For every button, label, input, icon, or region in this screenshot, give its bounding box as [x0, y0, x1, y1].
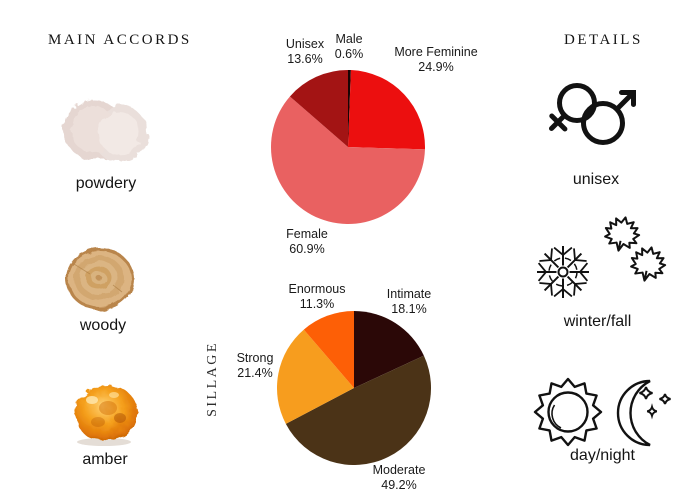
main-accords-heading: MAIN ACCORDS [48, 32, 192, 48]
pie-label-intimate: Intimate 18.1% [376, 287, 442, 317]
pie-label-enormous-name: Enormous [288, 282, 346, 296]
pie-label-female-name: Female [286, 227, 328, 241]
pie-label-intimate-pct: 18.1% [391, 302, 427, 316]
pie-label-intimate-name: Intimate [386, 287, 432, 301]
sun-moon-icon [533, 377, 671, 447]
maple-leaves-icon [600, 216, 670, 286]
powdery-accord-image [64, 100, 148, 162]
amber-accord-image [75, 385, 138, 446]
detail-label-day-night: day/night [570, 447, 635, 464]
accord-label-woody: woody [79, 317, 127, 334]
accord-label-amber: amber [82, 451, 128, 468]
pie-label-female-pct: 60.9% [289, 242, 325, 256]
details-heading: DETAILS [564, 32, 643, 48]
snowflake-icon [537, 246, 589, 298]
snowflake-maple-leaves-icon [537, 216, 670, 298]
gender-votes-pie-chart [271, 70, 425, 224]
pie-label-unisex: Unisex 13.6% [272, 37, 338, 67]
pie-label-male: Male 0.6% [322, 32, 376, 62]
pie-label-strong-name: Strong [236, 351, 274, 365]
sillage-votes-pie-chart [277, 311, 431, 465]
pie-slice-intimate [354, 311, 424, 388]
moon-icon [616, 379, 671, 447]
sparkle-star [639, 386, 653, 400]
pie-slice-male [348, 70, 351, 147]
sun-icon [533, 377, 603, 447]
pie-label-enormous: Enormous 11.3% [283, 282, 351, 312]
pie-label-strong-pct: 21.4% [237, 366, 273, 380]
pie-slice-enormous [303, 311, 354, 388]
pie-label-moderate-name: Moderate [372, 463, 426, 477]
pie-slice-unisex [289, 70, 348, 147]
pie-label-more-feminine-pct: 24.9% [418, 60, 454, 74]
detail-label-unisex: unisex [572, 171, 620, 188]
pie-label-male-pct: 0.6% [334, 47, 364, 61]
pie-slice-female [271, 96, 425, 224]
accord-label-powdery: powdery [75, 175, 137, 192]
pie-label-male-name: Male [335, 32, 363, 46]
pie-label-female: Female 60.9% [272, 227, 342, 257]
pie-slice-more-feminine [348, 70, 425, 150]
pie-label-more-feminine: More Feminine 24.9% [385, 45, 487, 75]
gender-unisex-icon [549, 83, 636, 145]
pie-label-enormous-pct: 11.3% [299, 297, 335, 311]
pie-slice-moderate [285, 355, 431, 465]
pie-label-more-feminine-name: More Feminine [394, 45, 478, 59]
pie-slice-strong [277, 329, 354, 424]
pie-label-strong: Strong 21.4% [222, 351, 288, 381]
pie-label-unisex-pct: 13.6% [287, 52, 323, 66]
pie-label-moderate: Moderate 49.2% [360, 463, 438, 493]
pie-label-moderate-pct: 49.2% [381, 478, 417, 492]
sparkle-star [646, 403, 658, 420]
sillage-axis-label: SILLAGE [205, 341, 220, 417]
sparkle-star [659, 393, 671, 405]
pie-label-unisex-name: Unisex [285, 37, 325, 51]
detail-label-winter-fall: winter/fall [563, 313, 632, 330]
woody-accord-image [66, 248, 134, 310]
